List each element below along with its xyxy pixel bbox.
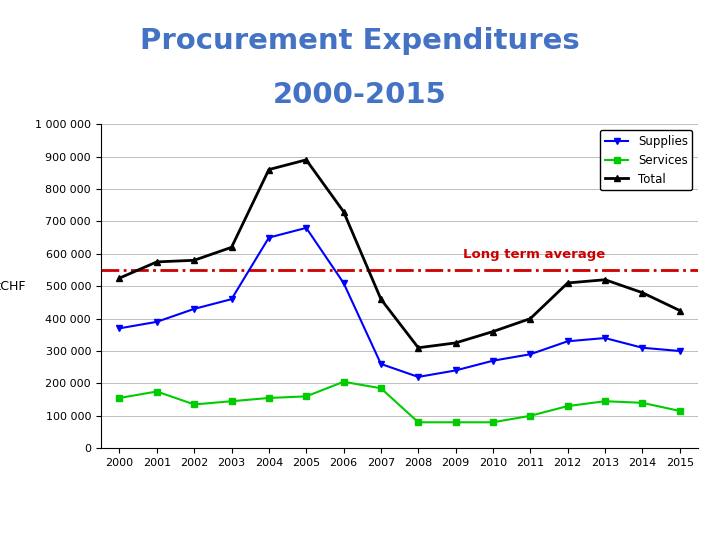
Y-axis label: kCHF: kCHF — [0, 280, 27, 293]
Text: 2000-2015: 2000-2015 — [273, 81, 447, 109]
Text: CERN: CERN — [18, 514, 37, 518]
Text: Long term average: Long term average — [463, 248, 606, 261]
Text: Organisation européenne pour la recherche nucléaire: Organisation européenne pour la recherch… — [79, 522, 322, 532]
Text: European Organisation for Nuclear Research: European Organisation for Nuclear Resear… — [79, 505, 281, 515]
Text: 5: 5 — [698, 510, 706, 524]
Legend: Supplies, Services, Total: Supplies, Services, Total — [600, 130, 693, 191]
Text: Procurement Expenditures: Procurement Expenditures — [140, 27, 580, 55]
